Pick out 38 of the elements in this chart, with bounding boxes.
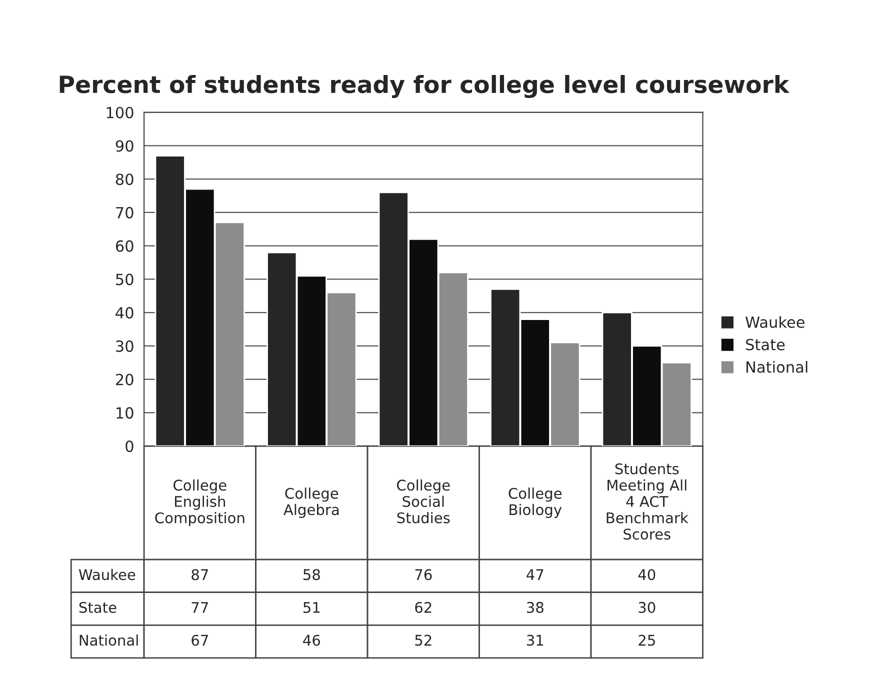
y-tick-label: 60 — [116, 240, 134, 252]
data-label: 25 — [638, 634, 655, 646]
data-label: 58 — [304, 569, 320, 580]
data-label: 76 — [415, 569, 432, 580]
chart-title: Percent of students ready for college level coursework — [60, 74, 790, 98]
legend-label: State — [746, 338, 785, 350]
y-tick-label: 40 — [116, 307, 134, 319]
y-tick-label: 80 — [116, 174, 134, 186]
y-tick-label: 10 — [116, 407, 134, 419]
data-label: 31 — [526, 634, 544, 646]
x-tick-label: College Algebra — [284, 488, 339, 518]
data-label: 62 — [415, 602, 432, 613]
y-tick-label: 0 — [126, 440, 134, 452]
text: State — [79, 602, 116, 613]
legend-label: Waukee — [746, 316, 804, 328]
data-label: 38 — [526, 602, 544, 613]
y-tick-label: 30 — [116, 340, 134, 352]
x-tick-label: College Social Studies — [397, 479, 450, 524]
y-tick-label: 100 — [106, 106, 134, 118]
y-tick-label: 90 — [116, 140, 134, 152]
data-label: 47 — [526, 569, 544, 580]
legend-label: National — [746, 360, 808, 373]
x-tick-label: Students Meeting All 4 ACT Benchmark Scores — [606, 463, 688, 540]
data-label: 52 — [415, 634, 432, 646]
y-tick-label: 50 — [116, 274, 134, 286]
data-label: 77 — [192, 602, 208, 613]
data-label: 87 — [192, 569, 208, 580]
data-label: 40 — [638, 569, 656, 580]
data-label: 30 — [638, 602, 656, 613]
y-tick-label: 70 — [116, 206, 134, 218]
text: Waukee — [78, 568, 136, 580]
x-tick-label: College Biology — [508, 488, 562, 518]
y-tick-label: 20 — [116, 374, 134, 386]
text: National — [80, 634, 138, 646]
data-label: 51 — [304, 602, 320, 613]
x-tick-label: College English Composition — [155, 479, 244, 526]
data-label: 46 — [303, 634, 320, 646]
data-label: 67 — [192, 634, 208, 646]
